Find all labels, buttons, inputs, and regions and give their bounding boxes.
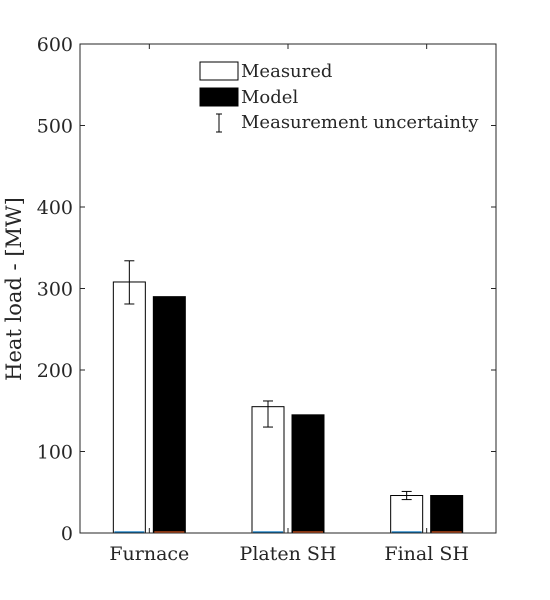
x-tick-label: Final SH	[384, 543, 469, 565]
x-tick-label: Platen SH	[240, 543, 337, 565]
axes	[79, 43, 497, 534]
y-tick-label: 0	[61, 523, 73, 545]
bar-measured-1	[112, 281, 146, 534]
legend-swatch-model	[199, 87, 239, 107]
legend-label: Model	[241, 87, 298, 108]
y-tick-labels: 0 100 200 300 400 500 600	[37, 34, 73, 545]
x-tick-label: Furnace	[109, 543, 189, 565]
y-tick-label: 600	[37, 34, 73, 56]
y-tick-label: 400	[37, 197, 73, 219]
bar-model-1	[152, 296, 186, 534]
bar-measured-3	[390, 495, 424, 534]
x-tick-labels: Furnace Platen SH Final SH	[109, 543, 469, 565]
legend: Measured Model Measurement uncertainty	[199, 61, 479, 133]
y-tick-label: 200	[37, 360, 73, 382]
bar-model-2	[291, 414, 325, 534]
plot-area	[80, 44, 496, 533]
plot-background	[80, 44, 496, 533]
y-tick-label: 100	[37, 442, 73, 464]
y-tick-label: 500	[37, 116, 73, 138]
error-bars	[124, 260, 412, 501]
bar-model-3	[430, 495, 464, 534]
legend-label: Measurement uncertainty	[241, 112, 479, 133]
legend-label: Measured	[241, 61, 332, 82]
y-tick-label: 300	[37, 279, 73, 301]
y-axis-label: Heat load - [MW]	[2, 197, 26, 381]
legend-swatch-measured	[199, 61, 239, 81]
